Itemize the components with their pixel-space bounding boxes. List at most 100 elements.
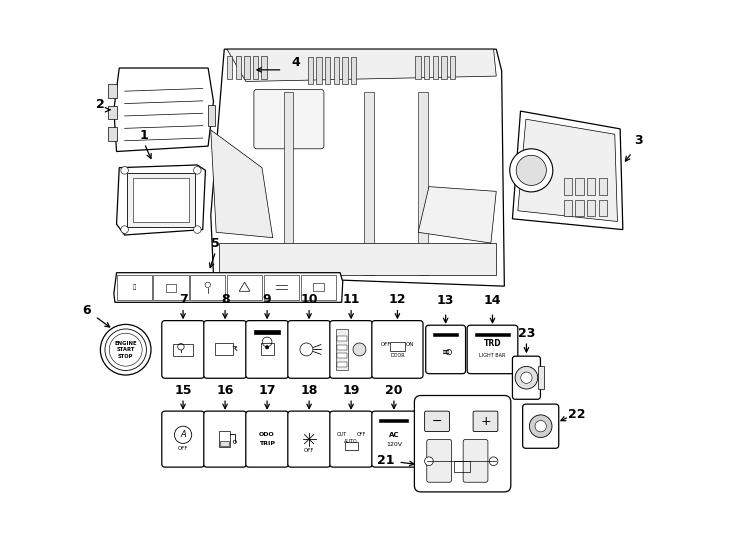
Text: 22: 22 xyxy=(568,408,586,421)
FancyBboxPatch shape xyxy=(161,321,204,378)
Bar xyxy=(338,362,347,367)
Bar xyxy=(390,342,405,350)
Bar xyxy=(109,84,117,98)
Text: LIGHT BAR: LIGHT BAR xyxy=(479,353,506,358)
Bar xyxy=(433,56,438,79)
Bar xyxy=(208,105,214,126)
Polygon shape xyxy=(418,187,496,243)
Bar xyxy=(308,57,313,84)
Text: OFF: OFF xyxy=(304,449,314,454)
Bar xyxy=(227,275,262,300)
Text: ON: ON xyxy=(406,342,415,347)
Bar xyxy=(587,200,595,216)
Circle shape xyxy=(105,329,147,370)
Bar xyxy=(255,330,280,334)
FancyBboxPatch shape xyxy=(330,321,372,378)
Bar xyxy=(300,275,335,300)
Bar xyxy=(241,63,253,77)
Polygon shape xyxy=(114,68,214,152)
Text: 120V: 120V xyxy=(386,442,402,447)
FancyBboxPatch shape xyxy=(288,411,330,467)
FancyBboxPatch shape xyxy=(246,411,288,467)
Bar xyxy=(133,178,189,221)
Bar xyxy=(379,418,409,422)
Text: 8: 8 xyxy=(221,293,230,306)
FancyBboxPatch shape xyxy=(372,411,416,467)
Bar xyxy=(338,345,347,350)
Text: TRD: TRD xyxy=(484,339,501,348)
Circle shape xyxy=(194,166,201,174)
Text: 15: 15 xyxy=(174,383,192,396)
Circle shape xyxy=(109,333,142,366)
Text: 4: 4 xyxy=(291,56,300,69)
Bar xyxy=(325,57,330,84)
Text: 19: 19 xyxy=(343,383,360,396)
Text: 13: 13 xyxy=(437,294,454,307)
Text: 2: 2 xyxy=(96,98,105,111)
Bar xyxy=(166,284,176,292)
Circle shape xyxy=(490,457,498,465)
Text: STOP: STOP xyxy=(118,354,134,359)
FancyBboxPatch shape xyxy=(246,321,288,378)
Polygon shape xyxy=(512,111,623,230)
FancyBboxPatch shape xyxy=(523,404,559,448)
Bar xyxy=(153,275,189,300)
FancyBboxPatch shape xyxy=(330,411,372,467)
FancyBboxPatch shape xyxy=(426,440,451,482)
Text: OUT: OUT xyxy=(336,433,346,437)
FancyBboxPatch shape xyxy=(161,411,204,467)
Circle shape xyxy=(121,226,128,233)
Bar xyxy=(599,178,607,194)
Circle shape xyxy=(121,166,128,174)
Bar xyxy=(264,275,299,300)
Circle shape xyxy=(516,156,546,185)
Polygon shape xyxy=(227,49,496,82)
Text: DOOR: DOOR xyxy=(390,353,404,359)
Ellipse shape xyxy=(239,63,255,69)
Text: ≡: ≡ xyxy=(442,347,450,357)
Bar xyxy=(351,57,356,84)
Bar xyxy=(424,56,429,79)
FancyBboxPatch shape xyxy=(467,325,517,374)
Bar xyxy=(244,56,250,79)
FancyBboxPatch shape xyxy=(463,440,488,482)
Bar xyxy=(261,343,274,355)
Text: −: − xyxy=(432,415,443,428)
Text: A: A xyxy=(180,430,186,440)
Polygon shape xyxy=(117,165,206,235)
Bar xyxy=(219,431,230,447)
Bar xyxy=(450,56,455,79)
Bar xyxy=(190,275,225,300)
Text: TRIP: TRIP xyxy=(259,441,275,446)
Text: 🚗: 🚗 xyxy=(133,285,136,291)
Bar xyxy=(127,173,195,227)
Bar xyxy=(338,354,347,359)
Text: AUTO: AUTO xyxy=(344,440,358,444)
Text: OFF: OFF xyxy=(357,433,366,437)
FancyBboxPatch shape xyxy=(204,411,247,467)
Text: 16: 16 xyxy=(217,383,233,396)
Text: +: + xyxy=(480,415,491,428)
Bar xyxy=(418,92,428,275)
FancyBboxPatch shape xyxy=(512,356,540,399)
Bar xyxy=(345,442,357,450)
Bar xyxy=(173,344,193,356)
Text: ODO: ODO xyxy=(259,433,275,437)
Circle shape xyxy=(353,343,366,356)
Text: 23: 23 xyxy=(517,327,535,340)
Text: ENGINE: ENGINE xyxy=(115,341,137,346)
Text: 7: 7 xyxy=(178,293,187,306)
FancyBboxPatch shape xyxy=(415,395,511,492)
Text: 18: 18 xyxy=(300,383,318,396)
Bar xyxy=(433,333,458,336)
FancyBboxPatch shape xyxy=(473,411,498,431)
Bar xyxy=(109,106,117,119)
Bar xyxy=(283,92,293,275)
Circle shape xyxy=(101,325,151,375)
Bar xyxy=(575,200,584,216)
Text: START: START xyxy=(117,347,135,352)
Polygon shape xyxy=(211,49,504,286)
Bar xyxy=(538,367,544,389)
Text: OFF: OFF xyxy=(178,447,189,451)
Circle shape xyxy=(521,372,532,383)
